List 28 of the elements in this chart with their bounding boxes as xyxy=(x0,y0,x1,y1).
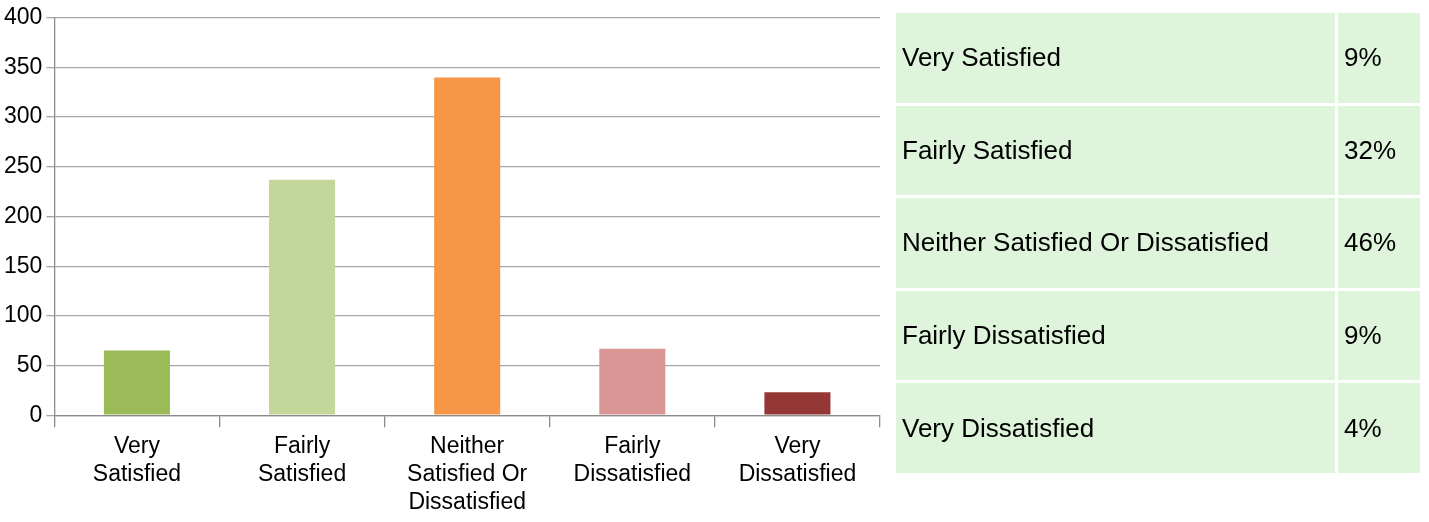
bar xyxy=(434,77,501,415)
y-tick-label: 350 xyxy=(4,52,43,79)
y-tick-label: 0 xyxy=(29,400,43,427)
bar xyxy=(764,392,831,415)
text: 9% xyxy=(1336,289,1422,382)
y-tick-label: 300 xyxy=(4,102,43,129)
x-tick-label: Fairly Dissatisfied xyxy=(573,432,692,486)
y-tick-label: 200 xyxy=(4,201,43,228)
bar xyxy=(103,350,170,415)
bar xyxy=(269,179,336,415)
y-tick-label: 400 xyxy=(4,3,43,30)
y-tick-label: 150 xyxy=(4,251,43,278)
text: Fairly Dissatisfied xyxy=(894,289,1337,382)
x-tick-label: Very Satisfied xyxy=(92,432,182,486)
x-tick-label: Fairly Satisfied xyxy=(257,432,347,486)
text: 4% xyxy=(1336,381,1422,475)
text: 32% xyxy=(1336,104,1422,197)
text: Neither Satisfied Or Dissatisfied xyxy=(894,196,1337,290)
bar xyxy=(599,348,666,415)
y-tick-label: 250 xyxy=(4,152,43,179)
y-tick-label: 100 xyxy=(4,301,43,328)
text: 9% xyxy=(1336,11,1422,105)
text: 46% xyxy=(1336,196,1422,290)
text: Very Satisfied xyxy=(894,11,1337,105)
x-tick-label: Very Dissatisfied xyxy=(738,432,857,486)
y-tick-label: 50 xyxy=(16,350,43,377)
x-tick-label: Neither Satisfied Or Dissatisfied xyxy=(407,432,528,514)
text: Fairly Satisfied xyxy=(894,104,1337,197)
